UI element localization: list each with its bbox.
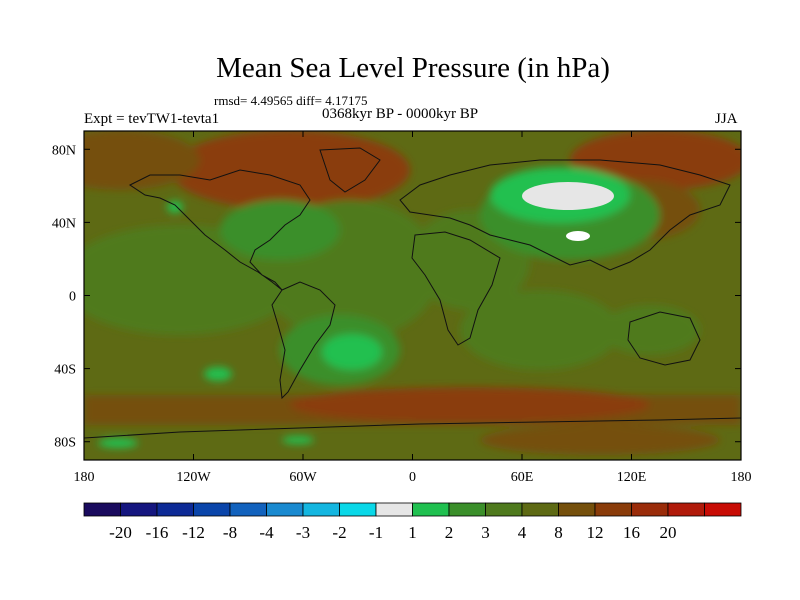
coastline-eurasia	[399, 159, 731, 271]
y-tick-label: 80N	[52, 143, 76, 158]
colorbar-label: 1	[408, 523, 417, 542]
region-high-arctic-siberia	[570, 131, 741, 190]
colorbar-swatch	[120, 502, 158, 517]
period-label: 0368kyr BP - 0000kyr BP	[322, 106, 479, 122]
experiment-label: Expt = tevTW1-tevta1	[84, 111, 220, 127]
colorbar-swatch	[485, 502, 523, 517]
coastline-africa	[411, 231, 501, 346]
colorbar-swatch	[83, 502, 121, 517]
region-tibet-min	[566, 231, 590, 241]
coastline-greenland	[319, 147, 381, 193]
x-tick-label: 120E	[617, 470, 647, 485]
colorbar-label: 2	[445, 523, 454, 542]
colorbar-swatch	[375, 502, 413, 517]
coastline-north-america	[129, 169, 311, 291]
coastline-south-america	[271, 281, 336, 400]
region-antarctic-low-central	[282, 436, 314, 444]
colorbar-label: 16	[623, 523, 640, 542]
region-central-asia-min	[522, 182, 614, 210]
y-tick-label: 40N	[52, 216, 76, 231]
colorbar-label: -4	[259, 523, 274, 542]
colorbar-swatch	[667, 502, 705, 517]
rmsd-diff-label: rmsd= 4.49565 diff= 4.17175	[214, 93, 368, 108]
chart-title: Mean Sea Level Pressure (in hPa)	[216, 52, 610, 84]
x-tick-label: 60E	[511, 470, 534, 485]
colorbar-swatch	[412, 502, 450, 517]
colorbar-label: 4	[518, 523, 527, 542]
colorbar-label: 3	[481, 523, 490, 542]
colorbar-swatch	[631, 502, 669, 517]
region-high-north-atlantic-arctic	[170, 131, 410, 210]
colorbar-swatch	[448, 502, 486, 517]
coastline-australia	[627, 311, 701, 366]
region-southern-ocean-max	[290, 387, 650, 423]
region-high-north-pacific	[84, 131, 200, 190]
x-tick-label: 180	[74, 470, 95, 485]
colorbar-label: 20	[660, 523, 677, 542]
x-axis: 180 120W 60W 0 60E 120E 180	[74, 131, 752, 485]
region-indian-ocean-green	[460, 290, 620, 370]
y-tick-label: 80S	[54, 436, 76, 451]
colorbar-label: -1	[369, 523, 383, 542]
colorbar-swatch	[594, 502, 632, 517]
x-tick-label: 60W	[289, 470, 317, 485]
colorbar-swatch	[193, 502, 231, 517]
colorbar-swatch	[339, 502, 377, 517]
colorbar-swatch	[229, 502, 267, 517]
x-tick-label: 0	[409, 470, 416, 485]
colorbar-label: -20	[109, 523, 132, 542]
colorbar: -20 -16 -12 -8 -4 -3 -2 -1 1 2 3 4 8 12 16 20	[83, 502, 742, 542]
colorbar-label: 12	[587, 523, 604, 542]
y-tick-label: 0	[69, 290, 76, 305]
y-axis: 80N 40N 0 40S 80S	[52, 143, 741, 451]
coastline-antarctica	[84, 417, 741, 439]
region-australia-green	[600, 305, 700, 355]
region-greenland-low	[167, 201, 183, 213]
colorbar-label: 8	[554, 523, 563, 542]
colorbar-swatch	[704, 502, 742, 517]
coastlines	[84, 147, 741, 439]
y-tick-label: 40S	[54, 363, 76, 378]
colorbar-swatch	[156, 502, 194, 517]
x-tick-label: 120W	[176, 470, 211, 485]
colorbar-swatch	[302, 502, 340, 517]
field-layer	[84, 131, 741, 460]
colorbar-label: -8	[223, 523, 237, 542]
x-tick-label: 180	[731, 470, 752, 485]
colorbar-label: -2	[332, 523, 346, 542]
colorbar-swatch	[521, 502, 559, 517]
colorbar-swatch	[558, 502, 596, 517]
season-label: JJA	[715, 111, 738, 127]
region-antarctic-low-west	[98, 438, 138, 448]
region-south-atlantic-min	[322, 334, 382, 370]
region-south-pacific-min	[204, 367, 232, 381]
colorbar-label: -12	[182, 523, 205, 542]
colorbar-label: -3	[296, 523, 310, 542]
colorbar-swatch	[266, 502, 304, 517]
region-antarctic-high	[480, 425, 720, 455]
colorbar-label: -16	[146, 523, 169, 542]
